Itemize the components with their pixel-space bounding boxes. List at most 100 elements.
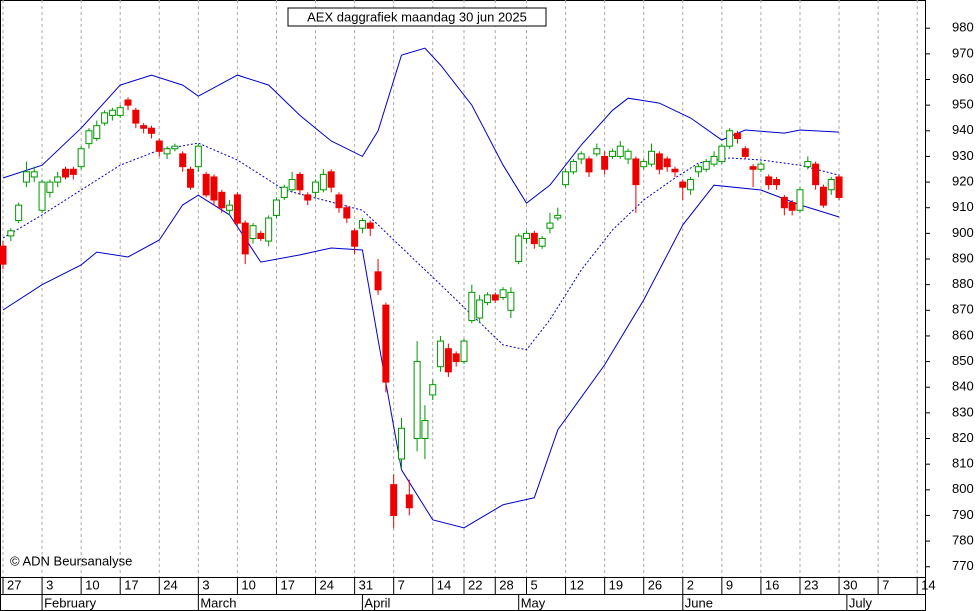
candle-body bbox=[124, 99, 132, 106]
candle-body bbox=[733, 132, 741, 139]
candle-body bbox=[46, 181, 54, 193]
x-tick-label: 16 bbox=[765, 577, 779, 592]
x-tick-label: 22 bbox=[468, 577, 482, 592]
month-label: February bbox=[44, 595, 97, 610]
candle-body bbox=[101, 112, 109, 124]
candle-body bbox=[249, 225, 257, 239]
candle-body bbox=[163, 148, 171, 155]
candle-body bbox=[773, 179, 781, 186]
axes: 770 780 790 800 810 820 830 840 850 860 870 880 890 9… bbox=[2, 20, 974, 611]
candle-body bbox=[460, 340, 468, 363]
candle-body bbox=[140, 125, 148, 129]
candle-body bbox=[726, 130, 734, 147]
candle-body bbox=[69, 168, 77, 175]
candle-body bbox=[835, 176, 843, 198]
candle-body bbox=[476, 299, 484, 319]
month-label: June bbox=[685, 595, 713, 610]
x-tick-label: 10 bbox=[85, 577, 99, 592]
candle-body bbox=[38, 181, 46, 211]
candle-body bbox=[319, 173, 327, 191]
candle-body bbox=[827, 179, 835, 191]
x-tick-label: 7 bbox=[882, 577, 889, 592]
candle-body bbox=[382, 304, 390, 383]
y-tick-label: 970 bbox=[952, 45, 974, 60]
month-label: April bbox=[364, 595, 390, 610]
candle-body bbox=[210, 176, 218, 201]
y-tick-label: 950 bbox=[952, 97, 974, 112]
candle-body bbox=[194, 145, 202, 168]
candle-body bbox=[804, 161, 812, 168]
x-tick-label: 28 bbox=[499, 577, 513, 592]
bands bbox=[2, 47, 840, 529]
credit: © ADN Beursanalyse bbox=[10, 553, 132, 568]
candle-body bbox=[702, 161, 710, 170]
candle-body bbox=[413, 361, 421, 440]
x-tick-label: 3 bbox=[46, 577, 53, 592]
candle-body bbox=[569, 161, 577, 173]
y-tick-label: 870 bbox=[952, 302, 974, 317]
candle-body bbox=[718, 145, 726, 163]
candle-body bbox=[671, 168, 679, 173]
candle-body bbox=[241, 222, 249, 255]
candle-body bbox=[515, 235, 523, 263]
candle-body bbox=[577, 153, 585, 160]
candle-body bbox=[687, 179, 695, 191]
candle-body bbox=[640, 161, 648, 168]
y-tick-label: 840 bbox=[952, 379, 974, 394]
x-tick-label: 12 bbox=[570, 577, 584, 592]
candle-body bbox=[390, 484, 398, 516]
candle-body bbox=[468, 291, 476, 322]
y-tick-label: 980 bbox=[952, 20, 974, 35]
candle-body bbox=[397, 427, 405, 460]
candle-body bbox=[648, 150, 656, 165]
candle-body bbox=[366, 222, 374, 229]
y-tick-label: 930 bbox=[952, 148, 974, 163]
candle-body bbox=[147, 127, 155, 134]
candle-body bbox=[54, 176, 62, 183]
x-tick-label: 3 bbox=[202, 577, 209, 592]
candle-body bbox=[218, 191, 226, 209]
y-tick-label: 960 bbox=[952, 71, 974, 86]
candle-body bbox=[15, 204, 23, 222]
y-tick-label: 800 bbox=[952, 481, 974, 496]
x-tick-label: 5 bbox=[531, 577, 538, 592]
y-tick-label: 880 bbox=[952, 276, 974, 291]
candle-body bbox=[374, 271, 382, 291]
candle-body bbox=[499, 289, 507, 298]
candle-body bbox=[491, 294, 499, 301]
candle-body bbox=[62, 168, 70, 178]
candle-body bbox=[304, 194, 312, 201]
candle-body bbox=[796, 189, 804, 211]
candle-body bbox=[0, 245, 7, 265]
candle-body bbox=[233, 194, 241, 224]
candle-body bbox=[788, 202, 796, 211]
x-tick-label: 7 bbox=[398, 577, 405, 592]
candle-body bbox=[155, 140, 163, 152]
candle-body bbox=[530, 232, 538, 245]
band-line bbox=[2, 184, 840, 529]
y-tick-label: 920 bbox=[952, 174, 974, 189]
candle-body bbox=[780, 196, 788, 209]
x-tick-label: 17 bbox=[280, 577, 294, 592]
band-line bbox=[2, 47, 840, 204]
candle-body bbox=[632, 158, 640, 186]
y-tick-label: 780 bbox=[952, 533, 974, 548]
y-tick-label: 830 bbox=[952, 404, 974, 419]
candle-body bbox=[335, 194, 343, 209]
candle-body bbox=[741, 148, 749, 157]
plot-frame bbox=[0, 0, 926, 578]
candle-body bbox=[523, 232, 531, 239]
candle-body bbox=[819, 186, 827, 206]
x-tick-label: 9 bbox=[726, 577, 733, 592]
candle-body bbox=[265, 217, 273, 242]
y-tick-label: 850 bbox=[952, 353, 974, 368]
candle-body bbox=[421, 420, 429, 440]
candle-body bbox=[562, 171, 570, 186]
candle-body bbox=[593, 148, 601, 155]
band-line bbox=[2, 142, 840, 351]
candle-body bbox=[757, 163, 765, 170]
y-tick-label: 890 bbox=[952, 250, 974, 265]
candle-body bbox=[30, 171, 38, 178]
candle-body bbox=[77, 148, 85, 168]
x-tick-label: 31 bbox=[359, 577, 373, 592]
